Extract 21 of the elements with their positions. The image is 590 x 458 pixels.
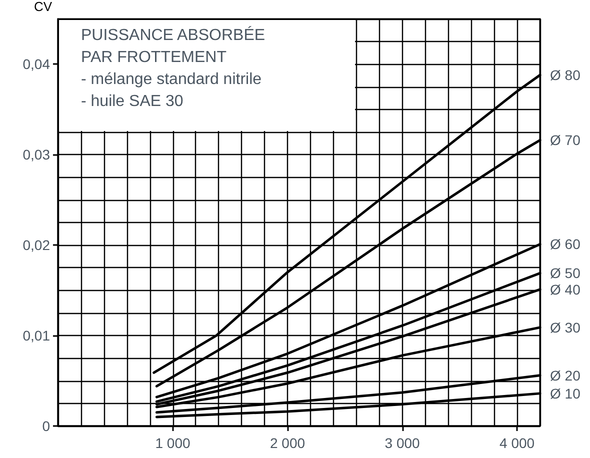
series-label: Ø 60 <box>550 236 581 252</box>
series-label: Ø 70 <box>550 132 581 148</box>
series-label: Ø 80 <box>550 67 581 84</box>
x-tick-label: 1 000 <box>155 435 190 451</box>
y-tick-label: 0,02 <box>22 237 50 254</box>
x-tick-label: 2 000 <box>270 435 306 451</box>
series-label: Ø 10 <box>550 385 581 402</box>
y-tick-label: 0,01 <box>22 328 50 344</box>
annotation: - mélange standard nitrile <box>81 70 263 90</box>
y-tick-label: 0,04 <box>22 56 50 72</box>
series-label: Ø 40 <box>550 281 581 298</box>
series-label: Ø 50 <box>550 265 581 282</box>
x-tick-label: 4 000 <box>500 435 535 451</box>
annotation: - huile SAE 30 <box>81 92 184 112</box>
y-axis-title: CV <box>34 0 52 14</box>
text-panel: PUISSANCE ABSORBÉE PAR FROTTEMENT - mélange standard nitrile - huile SAE 30 <box>59 20 355 131</box>
series-label: Ø 20 <box>550 367 581 384</box>
y-tick-label: 0 <box>42 418 50 434</box>
y-tick-label: 0,03 <box>22 146 50 163</box>
series-label: Ø 30 <box>550 319 581 336</box>
x-tick-label: 3 000 <box>384 435 420 451</box>
